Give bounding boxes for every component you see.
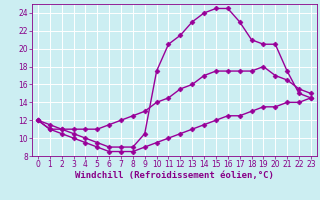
X-axis label: Windchill (Refroidissement éolien,°C): Windchill (Refroidissement éolien,°C) (75, 171, 274, 180)
